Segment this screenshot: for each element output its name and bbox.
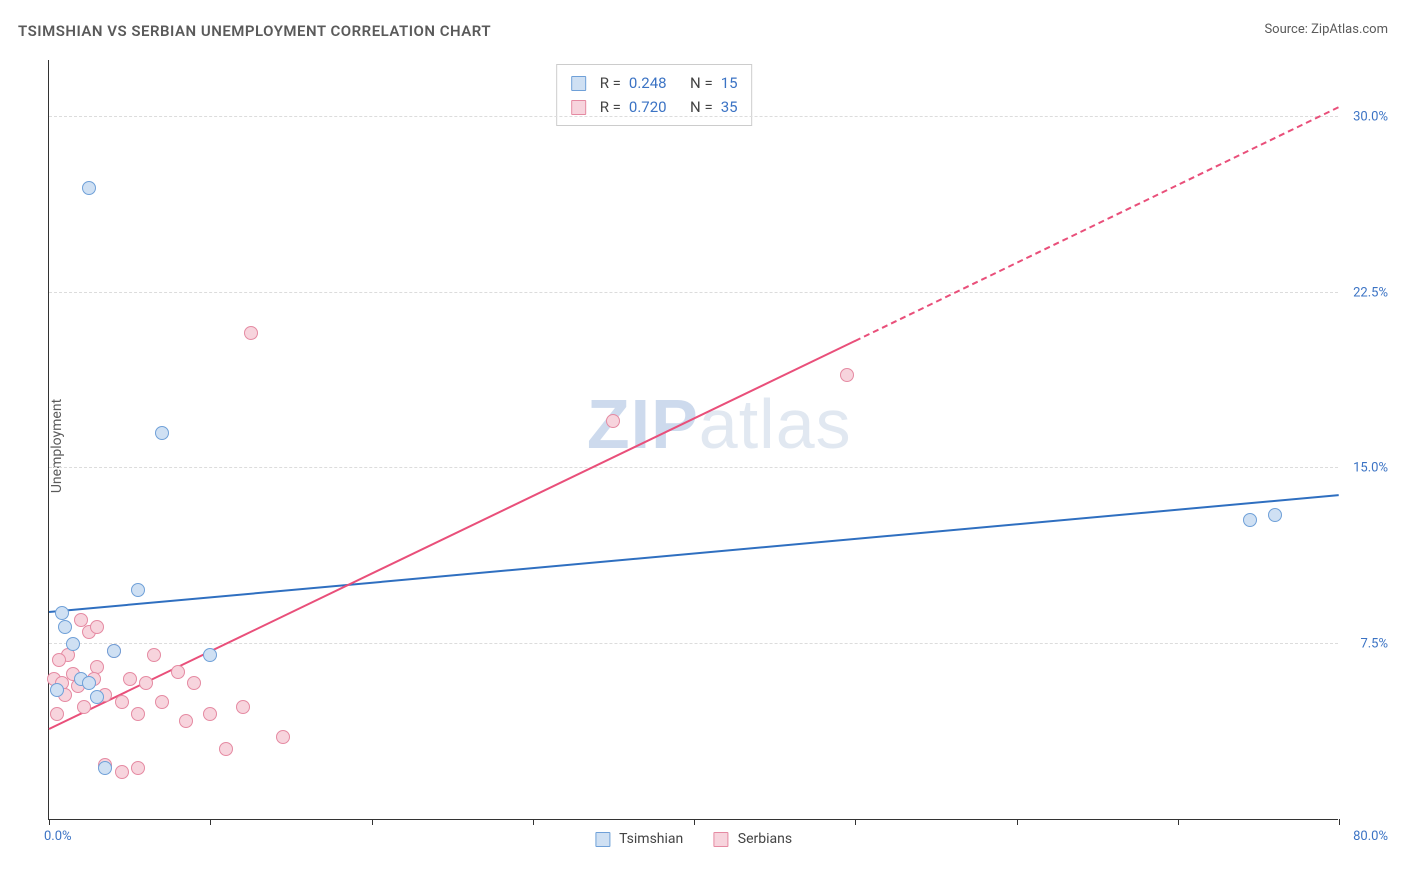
r-label: R = xyxy=(600,95,621,119)
tsimshian-point xyxy=(58,620,72,634)
x-tick xyxy=(855,819,856,825)
y-tick-label: 30.0% xyxy=(1353,110,1388,125)
tsimshian-point xyxy=(131,583,145,597)
r-value: 0.248 xyxy=(629,71,667,95)
serbians-point xyxy=(171,665,185,679)
y-tick-label: 22.5% xyxy=(1353,285,1388,300)
x-tick xyxy=(533,819,534,825)
tsimshian-point xyxy=(155,426,169,440)
watermark-rest: atlas xyxy=(699,385,852,463)
x-tick xyxy=(1178,819,1179,825)
trend-line-dashed xyxy=(855,106,1340,342)
stats-row-tsimshian: R = 0.248 N = 15 xyxy=(571,71,738,95)
serbians-point xyxy=(244,326,258,340)
gridline xyxy=(49,116,1338,117)
n-label: N = xyxy=(690,71,713,95)
serbians-point xyxy=(131,707,145,721)
tsimshian-point xyxy=(1268,508,1282,522)
x-axis-min-label: 0.0% xyxy=(44,829,72,844)
legend-label: Tsimshian xyxy=(619,831,683,847)
gridline xyxy=(49,643,1338,644)
stats-row-serbians: R = 0.720 N = 35 xyxy=(571,95,738,119)
gridline xyxy=(49,467,1338,468)
serbians-point xyxy=(77,700,91,714)
tsimshian-point xyxy=(50,683,64,697)
serbians-point xyxy=(236,700,250,714)
tsimshian-point xyxy=(55,606,69,620)
trend-line xyxy=(49,494,1339,613)
legend-bottom: Tsimshian Serbians xyxy=(595,831,792,847)
x-tick xyxy=(49,819,50,825)
tsimshian-point xyxy=(98,761,112,775)
y-tick-label: 7.5% xyxy=(1360,636,1388,651)
serbians-point xyxy=(606,414,620,428)
serbians-swatch-icon xyxy=(713,832,728,847)
tsimshian-point xyxy=(66,637,80,651)
x-tick xyxy=(372,819,373,825)
serbians-point xyxy=(139,676,153,690)
serbians-point xyxy=(131,761,145,775)
serbians-point xyxy=(276,730,290,744)
x-tick xyxy=(1017,819,1018,825)
tsimshian-point xyxy=(90,690,104,704)
serbians-point xyxy=(187,676,201,690)
x-tick xyxy=(694,819,695,825)
legend-label: Serbians xyxy=(738,831,792,847)
x-axis-max-label: 80.0% xyxy=(1353,829,1388,844)
serbians-point xyxy=(50,707,64,721)
serbians-point xyxy=(52,653,66,667)
source-attribution: Source: ZipAtlas.com xyxy=(1264,22,1388,37)
x-tick xyxy=(210,819,211,825)
trend-line xyxy=(49,340,856,730)
serbians-swatch-icon xyxy=(571,100,586,115)
n-value: 15 xyxy=(721,71,738,95)
serbians-point xyxy=(123,672,137,686)
serbians-point xyxy=(203,707,217,721)
r-value: 0.720 xyxy=(629,95,667,119)
serbians-point xyxy=(115,765,129,779)
gridline xyxy=(49,292,1338,293)
tsimshian-point xyxy=(1243,513,1257,527)
serbians-point xyxy=(840,368,854,382)
chart-title: TSIMSHIAN VS SERBIAN UNEMPLOYMENT CORREL… xyxy=(18,22,491,40)
tsimshian-swatch-icon xyxy=(595,832,610,847)
tsimshian-point xyxy=(82,181,96,195)
serbians-point xyxy=(179,714,193,728)
source-label: Source: xyxy=(1264,22,1307,37)
legend-item-tsimshian: Tsimshian xyxy=(595,831,683,847)
tsimshian-point xyxy=(203,648,217,662)
plot-area: ZIPatlas R = 0.248 N = 15 R = 0.720 N = … xyxy=(48,60,1338,820)
watermark: ZIPatlas xyxy=(587,384,852,464)
y-tick-label: 15.0% xyxy=(1353,461,1388,476)
legend-item-serbians: Serbians xyxy=(713,831,792,847)
serbians-point xyxy=(90,620,104,634)
n-label: N = xyxy=(690,95,713,119)
tsimshian-swatch-icon xyxy=(571,76,586,91)
serbians-point xyxy=(115,695,129,709)
serbians-point xyxy=(155,695,169,709)
r-label: R = xyxy=(600,71,621,95)
n-value: 35 xyxy=(721,95,738,119)
serbians-point xyxy=(219,742,233,756)
tsimshian-point xyxy=(107,644,121,658)
source-name: ZipAtlas.com xyxy=(1311,22,1388,37)
tsimshian-point xyxy=(82,676,96,690)
serbians-point xyxy=(147,648,161,662)
x-tick xyxy=(1339,819,1340,825)
